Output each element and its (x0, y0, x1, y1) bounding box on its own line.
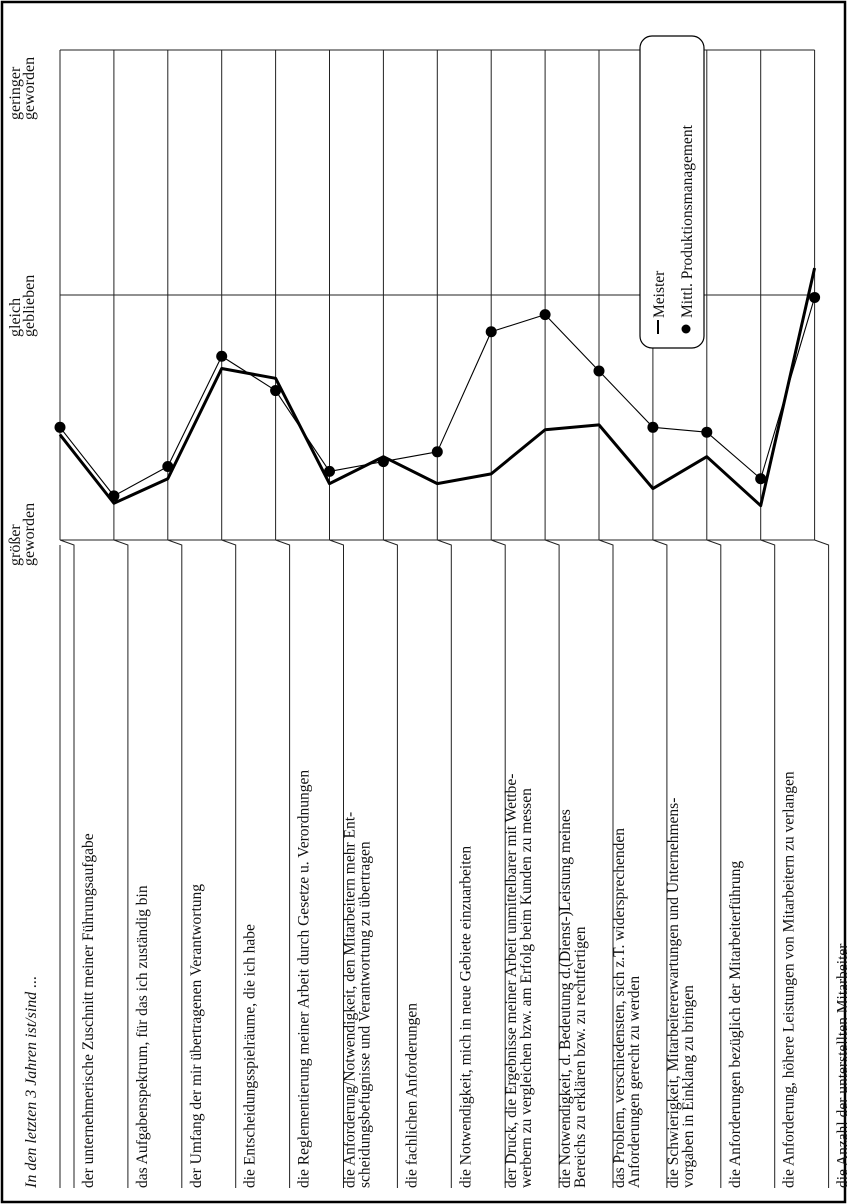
scale-label-3-line-1: geringer (7, 66, 24, 120)
intro-text: In den letzten 3 Jahren ist/sind ... (23, 976, 40, 1189)
label-separator-3 (167, 539, 183, 1188)
series-2-point-13 (701, 426, 713, 438)
scale-label-1-line-1: größer (7, 524, 24, 566)
category-label-3: der Umfang der mir übertragenen Verantwo… (188, 884, 205, 1188)
category-label-12-line-2: vorgaben in Einklang zu bringen (680, 985, 697, 1188)
legend-dot-marker-2 (681, 324, 691, 334)
series-line-1 (58, 267, 817, 508)
series-2-point-14 (755, 473, 767, 485)
series-2-point-3 (162, 461, 174, 472)
series-2-point-4 (216, 350, 228, 362)
category-label-12-line-1: die Schwierigkeit, Mitarbeitererwartunge… (665, 798, 682, 1188)
category-label-15: die Anzahl der unterstellten Mitarbeiter (835, 943, 847, 1188)
category-label-11-line-2: Anforderungen gerecht zu werden (626, 976, 643, 1188)
label-separator-2 (113, 539, 129, 1188)
category-label-9-line-2: werbern zu vergleichen bzw. am Erfolg be… (518, 788, 535, 1188)
series-2-point-2 (108, 490, 120, 502)
series-2-point-9 (485, 326, 497, 338)
scale-label-1-line-2: geworden (21, 503, 38, 566)
label-separator-6 (329, 539, 344, 1188)
legend-box (639, 35, 705, 349)
series-2-point-1 (54, 421, 66, 433)
scale-labels: größergewordengleichgebliebengeringergew… (7, 57, 38, 566)
label-separator-11 (598, 539, 614, 1188)
series-2-point-11 (593, 365, 605, 377)
legend-label-1: Meister (651, 270, 668, 318)
category-label-10-line-2: Bereichs zu erklären bzw. zu rechtfertig… (572, 926, 589, 1188)
series-2-point-6 (324, 465, 335, 477)
series-2-point-15 (809, 291, 821, 303)
label-separator-13 (706, 539, 722, 1188)
series-2-point-12 (647, 421, 659, 433)
label-separator-12 (652, 539, 668, 1188)
series-2-point-8 (431, 446, 443, 458)
series-lines (54, 267, 821, 508)
category-label-6-line-2: scheidungsbefugnisse und Verantwortung z… (357, 841, 374, 1188)
label-separator-7 (383, 539, 398, 1188)
category-label-7: die fachlichen Anforderungen (403, 1003, 420, 1188)
category-label-14: die Anforderung, höhere Leistungen von M… (781, 771, 798, 1188)
category-label-4: die Entscheidungsspielräume, die ich hab… (242, 924, 259, 1188)
category-label-2: das Aufgabenspektrum, für das ich zustän… (134, 885, 151, 1188)
category-label-8: die Notwendigkeit, mich in neue Gebiete … (457, 846, 474, 1188)
label-separator-10 (544, 539, 560, 1188)
label-separator-14 (760, 539, 776, 1188)
label-separator-5 (275, 539, 291, 1188)
category-label-10-line-1: die Notwendigkeit, d. Bedeutung d.(Diens… (557, 809, 574, 1188)
label-separator-4 (221, 539, 237, 1188)
category-label-11-line-1: das Problem, verschiedensten, sich z.T. … (611, 828, 628, 1188)
category-label-5: die Reglementierung meiner Arbeit durch … (296, 770, 313, 1188)
legend-label-2: Mittl. Produktionsmanagement (679, 124, 696, 318)
label-separator-8 (437, 539, 452, 1188)
category-label-6-line-1: die Anforderung/Notwendigkeit, den Mitar… (342, 812, 359, 1188)
label-separator-9 (491, 539, 506, 1188)
scale-label-2-line-1: gleich (7, 298, 24, 337)
series-2-point-7 (377, 456, 389, 468)
scale-label-3-line-2: geworden (21, 57, 38, 120)
grid-lines (59, 49, 830, 1188)
label-separator-15 (814, 539, 830, 1188)
series-2-point-10 (539, 309, 551, 321)
category-label-13: die Anforderungen bezüglich der Mitarbei… (727, 861, 744, 1188)
label-separator-1 (59, 539, 75, 1188)
series-2-point-5 (270, 385, 282, 397)
category-label-1: der unternehmerische Zuschnitt meiner Fü… (80, 833, 97, 1188)
legend: Meister Mittl. Produktionsmanagement (639, 35, 705, 349)
category-label-9-line-1: der Druck, die Ergebnisse meiner Arbeit … (503, 774, 520, 1188)
category-labels: In den letzten 3 Jahren ist/sind ... der … (23, 770, 847, 1189)
scale-label-2-line-2: geblieben (21, 275, 38, 337)
